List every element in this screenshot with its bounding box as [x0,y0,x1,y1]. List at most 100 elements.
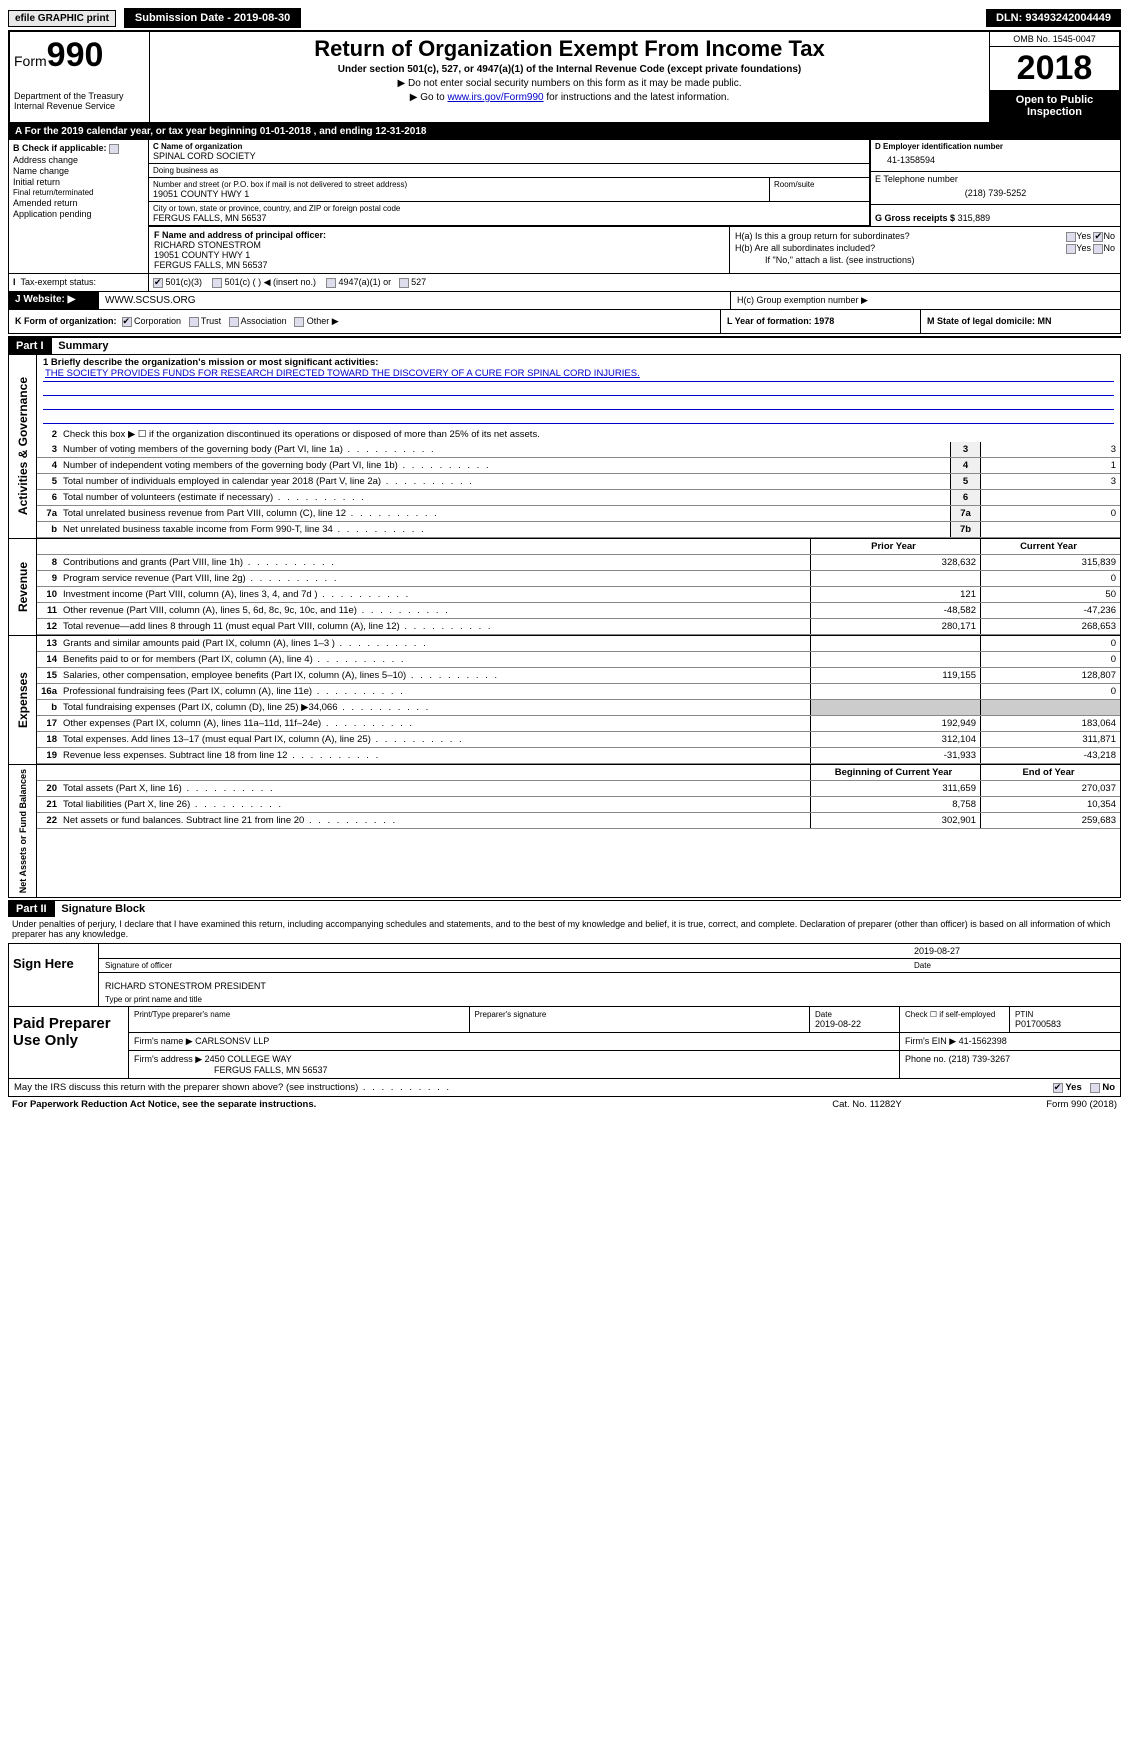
summary-row: 3Number of voting members of the governi… [37,442,1120,458]
street-value: 19051 COUNTY HWY 1 [153,189,765,199]
dept-irs: Internal Revenue Service [14,101,145,111]
header-bar: efile GRAPHIC print Submission Date - 20… [8,8,1121,28]
chk-assoc[interactable] [229,317,239,327]
ha-yes: Yes [1076,231,1091,241]
submission-date-label: Submission Date - 2019-08-30 [124,8,301,28]
firm-name: CARLSONSV LLP [195,1036,269,1046]
form-title-block: Return of Organization Exempt From Incom… [150,32,989,122]
d-label: D Employer identification number [875,142,1116,151]
summary-row: 15Salaries, other compensation, employee… [37,668,1120,684]
open-public-label: Open to Public Inspection [990,90,1119,122]
may-irs-no-chk[interactable] [1090,1083,1100,1093]
col-d-right: D Employer identification number41-13585… [870,140,1120,226]
chk-4947[interactable] [326,278,336,288]
form-id-block: Form990 Department of the Treasury Inter… [10,32,150,122]
summary-row: 14Benefits paid to or for members (Part … [37,652,1120,668]
gov-vlabel: Activities & Governance [14,373,32,519]
irs-link[interactable]: www.irs.gov/Form990 [447,92,543,103]
paid-preparer-block: Paid Preparer Use Only Print/Type prepar… [9,1006,1120,1078]
hb-no-chk[interactable] [1093,244,1103,254]
dln-label: DLN: 93493242004449 [986,9,1121,27]
firm-ein-label: Firm's EIN ▶ [905,1036,956,1046]
efile-button[interactable]: efile GRAPHIC print [8,10,116,27]
j-label: J Website: ▶ [9,291,99,309]
ptin-value: P01700583 [1015,1019,1115,1029]
form-990-page: efile GRAPHIC print Submission Date - 20… [0,0,1129,1120]
type-name-label: Type or print name and title [105,995,1114,1004]
summary-row: 9Program service revenue (Part VIII, lin… [37,571,1120,587]
mission-blank2 [43,396,1114,410]
website-row: J Website: ▶ WWW.SCSUS.ORG H(c) Group ex… [9,291,1120,309]
col-c-org-info: C Name of organizationSPINAL CORD SOCIET… [149,140,1120,273]
prep-date-label: Date [815,1010,894,1019]
check-self-employed: Check ☐ if self-employed [900,1007,1010,1032]
footer-right: Form 990 (2018) [967,1099,1117,1110]
may-irs-yes-chk[interactable] [1053,1083,1063,1093]
chk-501c3[interactable] [153,278,163,288]
b-final: Final return/terminated [13,188,93,197]
date-label: Date [914,961,1114,970]
beg-year-hdr: Beginning of Current Year [810,765,980,780]
l-label: L Year of formation: 1978 [727,316,834,326]
hc-label: H(c) Group exemption number ▶ [730,291,1120,309]
firm-ein: 41-1562398 [959,1036,1007,1046]
footer-mid: Cat. No. 11282Y [767,1099,967,1110]
mission-text: THE SOCIETY PROVIDES FUNDS FOR RESEARCH … [43,368,1114,382]
instruction-1: ▶ Do not enter social security numbers o… [156,78,983,89]
i-501c3: 501(c)(3) [166,277,203,287]
officer-addr2: FERGUS FALLS, MN 56537 [154,260,268,270]
firm-addr-label: Firm's address ▶ [134,1054,202,1064]
k-trust: Trust [201,316,221,326]
form-header-box: Form990 Department of the Treasury Inter… [8,30,1121,124]
i-501c: 501(c) ( ) ◀ (insert no.) [225,277,316,287]
line-a-period: A For the 2019 calendar year, or tax yea… [9,124,1120,140]
part1-hdr: Part I [8,338,52,354]
summary-row: 16aProfessional fundraising fees (Part I… [37,684,1120,700]
instr2-pre: ▶ Go to [410,92,448,103]
summary-row: 4Number of independent voting members of… [37,458,1120,474]
curr-year-hdr: Current Year [980,539,1120,554]
b-name-change: Name change [13,166,69,176]
chk-trust[interactable] [189,317,199,327]
may-irs-no: No [1102,1082,1115,1093]
dba-label: Doing business as [153,166,865,175]
chk-corp[interactable] [122,317,132,327]
exp-vlabel: Expenses [14,668,32,732]
k-corp: Corporation [134,316,181,326]
col-b-checkboxes: B Check if applicable: Address change Na… [9,140,149,273]
chk-527[interactable] [399,278,409,288]
officer-name: RICHARD STONESTROM [154,240,261,250]
summary-row: 18Total expenses. Add lines 13–17 (must … [37,732,1120,748]
part-2-header: Part II Signature Block [8,900,1121,917]
hb-no: No [1103,243,1115,253]
dept-treasury: Department of the Treasury [14,91,145,101]
prep-phone: (218) 739-3267 [949,1054,1011,1064]
chk-applicable[interactable] [109,144,119,154]
ha-no-chk[interactable] [1093,232,1103,242]
section-a: A For the 2019 calendar year, or tax yea… [8,124,1121,310]
i-527: 527 [411,277,426,287]
sign-here-label: Sign Here [9,944,99,1006]
e-label: E Telephone number [875,174,1116,184]
summary-row: 17Other expenses (Part IX, column (A), l… [37,716,1120,732]
summary-row: 21Total liabilities (Part X, line 26)8,7… [37,797,1120,813]
ein-value: 41-1358594 [875,151,1116,169]
tax-year: 2018 [990,47,1119,90]
f-label: F Name and address of principal officer: [154,230,326,240]
part2-hdr: Part II [8,901,55,917]
b-label: B Check if applicable: [13,143,107,153]
summary-governance: Activities & Governance 1 Briefly descri… [8,354,1121,539]
room-label: Room/suite [774,180,865,189]
hb-yes-chk[interactable] [1066,244,1076,254]
ha-yes-chk[interactable] [1066,232,1076,242]
chk-501c[interactable] [212,278,222,288]
sig-date: 2019-08-27 [914,946,1114,956]
i-label: Tax-exempt status: [21,277,97,287]
b-addr-change: Address change [13,155,78,165]
phone-value: (218) 739-5252 [875,184,1116,202]
chk-other[interactable] [294,317,304,327]
hb-yes: Yes [1076,243,1091,253]
summary-row: 10Investment income (Part VIII, column (… [37,587,1120,603]
summary-row: bNet unrelated business taxable income f… [37,522,1120,538]
g-label: G Gross receipts $ [875,213,955,223]
